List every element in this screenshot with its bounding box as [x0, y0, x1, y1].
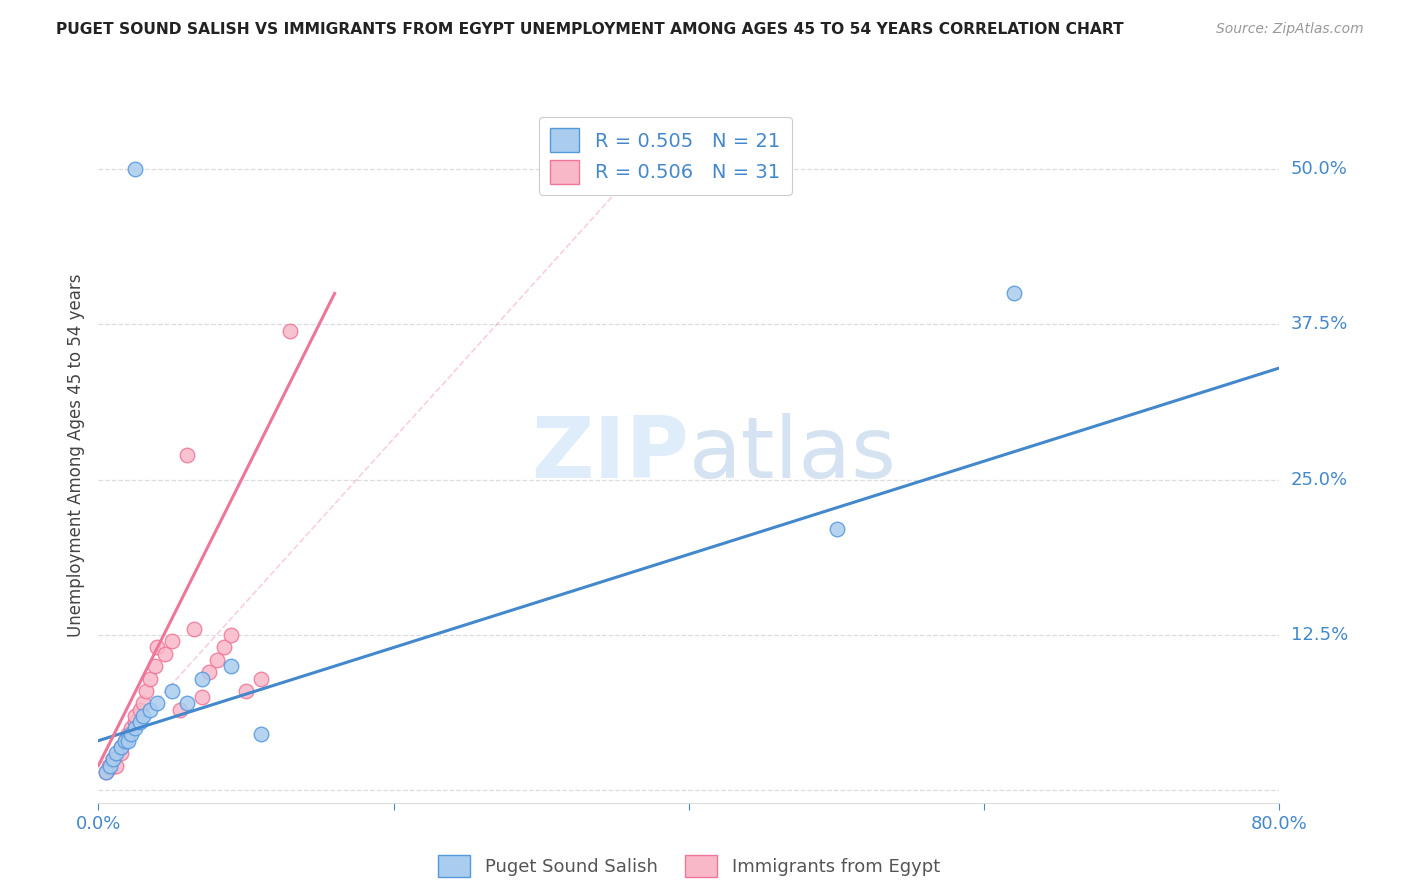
Point: [98, 761, 121, 775]
Point: [94, 764, 117, 779]
Text: Source: ZipAtlas.com: Source: ZipAtlas.com: [1216, 22, 1364, 37]
Point: [128, 714, 150, 729]
Text: 50.0%: 50.0%: [1291, 161, 1347, 178]
Point: [103, 752, 125, 766]
Point: [124, 714, 146, 729]
Text: atlas: atlas: [689, 413, 897, 497]
Point: [120, 727, 142, 741]
Point: [124, 162, 146, 177]
Point: [169, 703, 191, 717]
Point: [825, 523, 848, 537]
Point: [219, 628, 242, 642]
Point: [98, 758, 121, 772]
Point: [250, 727, 273, 741]
Point: [94, 764, 117, 779]
Point: [97, 758, 120, 772]
Point: [105, 758, 128, 772]
Point: [132, 697, 155, 711]
Text: 37.5%: 37.5%: [1291, 316, 1348, 334]
Point: [135, 684, 157, 698]
Point: [162, 634, 183, 648]
Point: [114, 733, 136, 747]
Text: PUGET SOUND SALISH VS IMMIGRANTS FROM EGYPT UNEMPLOYMENT AMONG AGES 45 TO 54 YEA: PUGET SOUND SALISH VS IMMIGRANTS FROM EG…: [56, 22, 1123, 37]
Legend: Puget Sound Salish, Immigrants from Egypt: Puget Sound Salish, Immigrants from Egyp…: [430, 847, 948, 884]
Point: [103, 752, 125, 766]
Point: [219, 659, 242, 673]
Point: [110, 746, 132, 760]
Point: [146, 640, 169, 655]
Point: [183, 622, 205, 636]
Point: [191, 672, 214, 686]
Point: [110, 739, 132, 754]
Point: [105, 746, 128, 760]
Point: [212, 640, 235, 655]
Y-axis label: Unemployment Among Ages 45 to 54 years: Unemployment Among Ages 45 to 54 years: [66, 273, 84, 637]
Text: ZIP: ZIP: [531, 413, 689, 497]
Point: [124, 708, 146, 723]
Point: [1002, 286, 1025, 301]
Text: 25.0%: 25.0%: [1291, 471, 1348, 489]
Point: [132, 708, 155, 723]
Point: [176, 448, 198, 462]
Point: [117, 733, 139, 747]
Point: [139, 703, 162, 717]
Point: [146, 697, 169, 711]
Point: [114, 733, 136, 747]
Point: [120, 721, 142, 735]
Point: [278, 324, 302, 338]
Point: [110, 739, 132, 754]
Point: [205, 653, 228, 667]
Point: [176, 697, 198, 711]
Point: [124, 721, 146, 735]
Text: 12.5%: 12.5%: [1291, 626, 1348, 644]
Point: [143, 659, 166, 673]
Point: [153, 647, 176, 661]
Point: [128, 703, 150, 717]
Point: [139, 672, 162, 686]
Point: [162, 684, 183, 698]
Point: [250, 672, 273, 686]
Point: [235, 684, 257, 698]
Point: [117, 727, 139, 741]
Point: [191, 690, 214, 705]
Point: [198, 665, 221, 680]
